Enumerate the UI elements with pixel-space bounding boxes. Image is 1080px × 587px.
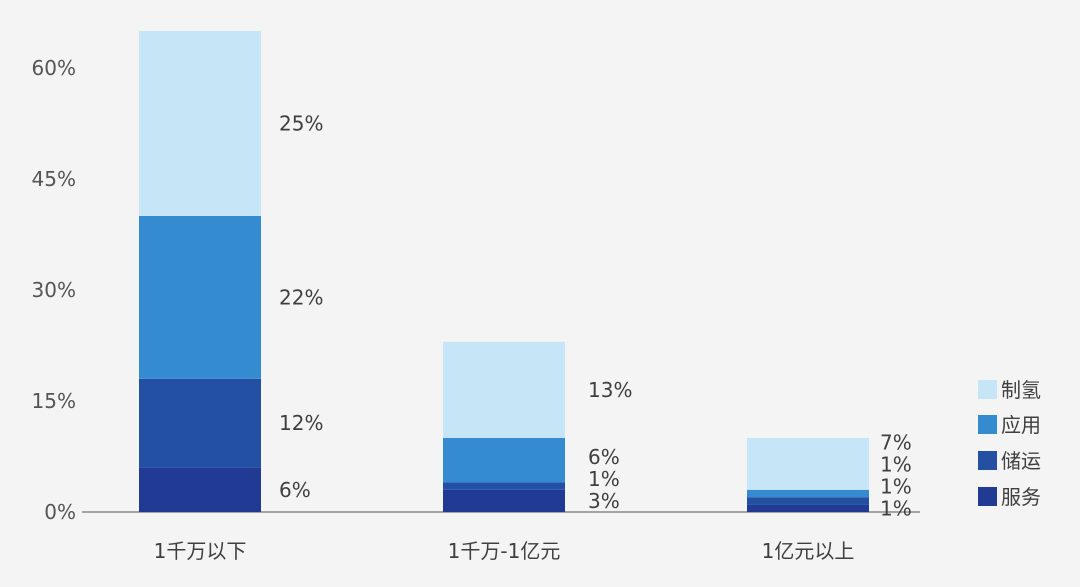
data-label-1-3: 22% xyxy=(279,285,323,309)
bar-segment-3-2 xyxy=(747,497,869,505)
legend-swatch xyxy=(978,487,997,506)
bar-segment-2-2 xyxy=(443,482,565,490)
bar-segment-1-4 xyxy=(139,31,261,216)
bar-segment-1-2 xyxy=(139,378,261,468)
data-label-2-1: 3% xyxy=(588,489,620,513)
legend-label: 服务 xyxy=(1001,485,1041,509)
y-tick-label: 30% xyxy=(32,278,76,302)
data-label-3-1: 1% xyxy=(880,496,912,520)
legend-label: 储运 xyxy=(1001,449,1041,473)
data-label-3-2: 1% xyxy=(880,474,912,498)
x-axis-ticks: 1千万以下 1千万-1亿元 1亿元以上 xyxy=(154,539,855,563)
x-tick-label: 1千万以下 xyxy=(154,539,247,563)
bars-group: 6%12%22%25%3%1%6%13%1%1%1%7% xyxy=(139,31,912,520)
bar-segment-2-1 xyxy=(443,489,565,512)
legend-label: 制氢 xyxy=(1001,378,1041,402)
y-tick-label: 15% xyxy=(32,389,76,413)
bar-segment-1-1 xyxy=(139,467,261,512)
bar-segment-2-3 xyxy=(443,438,565,483)
legend-swatch xyxy=(978,415,997,434)
bar-segment-3-1 xyxy=(747,504,869,512)
data-label-2-2: 1% xyxy=(588,467,620,491)
x-tick-label: 1千万-1亿元 xyxy=(448,539,561,563)
bar-segment-3-4 xyxy=(747,438,869,490)
bar-segment-3-3 xyxy=(747,489,869,498)
y-tick-label: 60% xyxy=(32,56,76,80)
data-label-3-3: 1% xyxy=(880,452,912,476)
legend-swatch xyxy=(978,451,997,470)
bar-segment-1-3 xyxy=(139,216,261,379)
x-tick-label: 1亿元以上 xyxy=(762,539,855,563)
y-axis-ticks: 0% 15% 30% 45% 60% xyxy=(32,56,76,524)
y-tick-label: 0% xyxy=(44,500,76,524)
data-label-1-1: 6% xyxy=(279,478,311,502)
data-label-2-3: 6% xyxy=(588,445,620,469)
data-label-3-4: 7% xyxy=(880,430,912,454)
data-label-2-4: 13% xyxy=(588,378,632,402)
data-label-1-2: 12% xyxy=(279,411,323,435)
bar-segment-2-4 xyxy=(443,341,565,438)
data-label-1-4: 25% xyxy=(279,112,323,136)
legend-swatch xyxy=(978,380,997,399)
y-tick-label: 45% xyxy=(32,167,76,191)
legend-label: 应用 xyxy=(1001,413,1041,437)
